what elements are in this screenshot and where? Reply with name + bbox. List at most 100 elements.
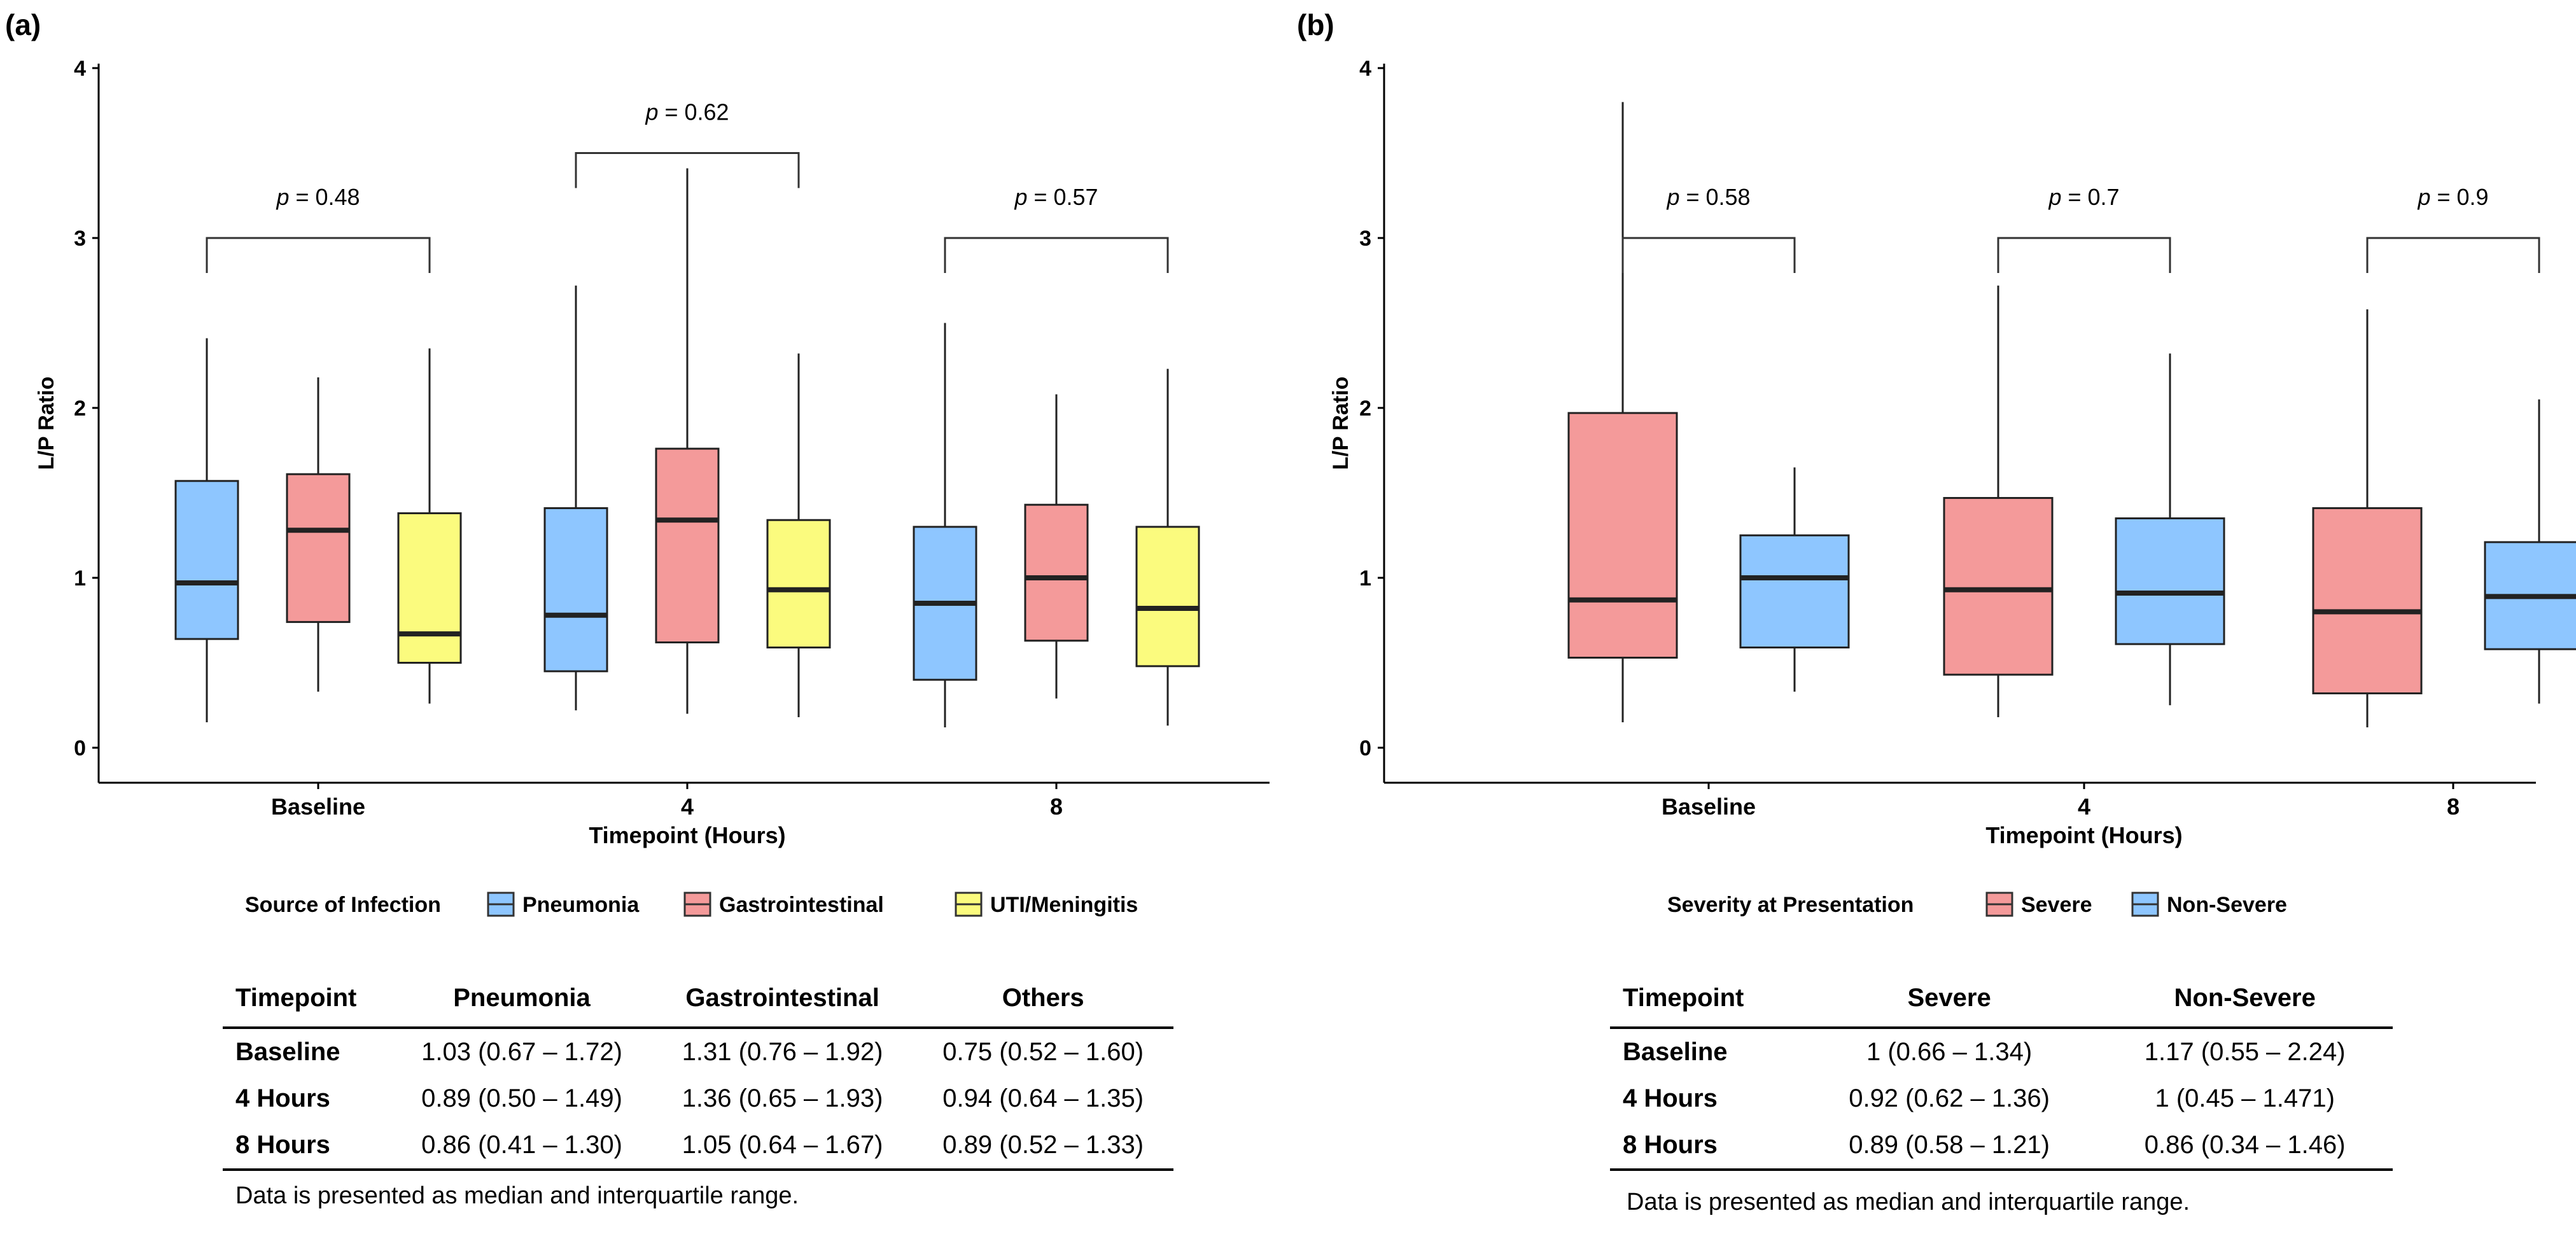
p-value-symbol: p [1666,184,1679,210]
table-cell: 1.17 (0.55 – 2.24) [2144,1038,2346,1066]
y-tick-label: 1 [74,566,86,591]
table-cell: 1 (0.45 – 1.471) [2155,1084,2335,1112]
table-cell: 4 Hours [1623,1084,1718,1112]
legend-label: Gastrointestinal [719,893,884,917]
box-iqr [543,507,608,673]
p-value-symbol: p [2048,184,2061,210]
table-row: 4 Hours 0.89 (0.50 – 1.49) 1.36 (0.65 – … [223,1075,1173,1122]
table-cell: 1.31 (0.76 – 1.92) [682,1038,883,1066]
table-row: 8 Hours 0.89 (0.58 – 1.21) 0.86 (0.34 – … [1610,1122,2393,1171]
legend-title: Source of Infection [245,893,441,917]
box-iqr [1135,526,1200,668]
summary-table-a: Timepoint Pneumonia Gastrointestinal Oth… [223,975,1173,1171]
table-row: 8 Hours 0.86 (0.41 – 1.30) 1.05 (0.64 – … [223,1122,1173,1171]
table-cell: 4 Hours [235,1084,330,1112]
table-row: 4 Hours 0.92 (0.62 – 1.36) 1 (0.45 – 1.4… [1610,1075,2393,1122]
box-iqr [1739,534,1850,648]
table-cell: 1 (0.66 – 1.34) [1866,1038,2033,1066]
box-iqr [286,473,351,623]
x-axis-title: Timepoint (Hours) [589,822,785,848]
table-cell: 0.86 (0.34 – 1.46) [2097,1122,2393,1171]
significance-bracket [206,237,431,273]
p-value-symbol: p [645,99,658,125]
p-value-symbol: p [2417,184,2430,210]
box-iqr [174,480,239,640]
p-value-label: p = 0.62 [645,99,729,125]
y-tick-label: 0 [74,736,86,760]
table-cell: 0.89 (0.50 – 1.49) [421,1084,622,1112]
box-iqr [1567,412,1678,659]
table-header-cell: Severe [1801,975,2097,1029]
p-value-label: p = 0.57 [1014,184,1098,210]
table-a-footnote: Data is presented as median and interqua… [235,1182,799,1209]
x-tick-label: Baseline [271,794,365,820]
x-tick-label: 8 [2447,794,2460,820]
box-iqr [766,519,831,648]
table-header-row: Timepoint Severe Non-Severe [1610,975,2393,1029]
p-value-number: = 0.58 [1679,184,1750,210]
y-tick-label: 1 [1359,566,1371,591]
table-cell: 0.92 (0.62 – 1.36) [1849,1084,2050,1112]
y-axis-title: L/P Ratio [34,377,59,470]
table-header-cell: Gastrointestinal [652,975,913,1029]
table-cell: 0.89 (0.52 – 1.33) [913,1122,1173,1171]
p-value-label: p = 0.9 [2417,184,2488,210]
significance-bracket [1997,237,2171,273]
legend-label: Non-Severe [2167,893,2287,917]
x-tick-label: 8 [1050,794,1063,820]
legend-label: Severe [2021,893,2092,917]
box-iqr [2115,517,2225,645]
table-header-row: Timepoint Pneumonia Gastrointestinal Oth… [223,975,1173,1029]
legend-label: Pneumonia [522,893,640,917]
y-tick-label: 2 [1359,396,1371,421]
legend-label: UTI/Meningitis [990,893,1138,917]
p-value-number: = 0.9 [2430,184,2488,210]
p-value-number: = 0.62 [658,99,729,125]
table-cell: 1.03 (0.67 – 1.72) [421,1038,622,1066]
table-row: Baseline 1 (0.66 – 1.34) 1.17 (0.55 – 2.… [1610,1028,2393,1075]
p-value-symbol: p [1014,184,1027,210]
box-iqr [655,447,720,643]
table-header-cell: Others [913,975,1173,1029]
table-cell: 0.94 (0.64 – 1.35) [942,1084,1144,1112]
box-iqr [1943,497,2054,676]
table-cell: 1.05 (0.64 – 1.67) [652,1122,913,1171]
y-tick-label: 4 [1359,57,1371,81]
y-tick-label: 0 [1359,736,1371,760]
table-b-footnote: Data is presented as median and interqua… [1627,1189,2190,1215]
table-cell: 0.86 (0.41 – 1.30) [391,1122,652,1171]
table-cell: 0.75 (0.52 – 1.60) [942,1038,1144,1066]
table-cell: 8 Hours [223,1122,392,1171]
y-tick-label: 2 [74,396,86,421]
table-cell: Baseline [1623,1038,1728,1066]
box-iqr [2312,507,2423,695]
p-value-label: p = 0.7 [2048,184,2119,210]
x-tick-label: Baseline [1662,794,1756,820]
chart-a-svg: L/P Ratio 0 1 2 3 4 Baseline 4 8 Timepoint (Hours… [34,57,1270,917]
p-value-number: = 0.7 [2061,184,2119,210]
significance-bracket [575,152,800,188]
chart-b-svg: L/P Ratio 0 1 2 3 4 Baseline 4 8 Timepoint (Hours… [1329,57,2576,917]
panel-b-label: (b) [1297,8,1334,41]
p-value-number: = 0.57 [1027,184,1098,210]
x-axis-title: Timepoint (Hours) [1985,822,2182,848]
table-cell: 0.89 (0.58 – 1.21) [1801,1122,2097,1171]
significance-bracket [1621,237,1796,273]
legend-title: Severity at Presentation [1667,893,1914,917]
summary-table-b: Timepoint Severe Non-Severe Baseline 1 (… [1610,975,2393,1171]
significance-bracket [2366,237,2540,273]
table-row: Baseline 1.03 (0.67 – 1.72) 1.31 (0.76 –… [223,1028,1173,1075]
box-iqr [397,512,462,664]
table-header-cell: Timepoint [223,975,392,1029]
table-header-cell: Timepoint [1610,975,1802,1029]
panel-a-label: (a) [5,8,41,41]
y-tick-label: 4 [74,57,86,81]
significance-bracket [944,237,1169,273]
x-tick-label: 4 [2078,794,2090,820]
table-cell: Baseline [235,1038,340,1066]
y-axis-title: L/P Ratio [1329,377,1353,470]
table-header-cell: Pneumonia [391,975,652,1029]
p-value-label: p = 0.58 [1666,184,1750,210]
y-tick-label: 3 [1359,227,1371,251]
table-cell: 8 Hours [1610,1122,1802,1171]
